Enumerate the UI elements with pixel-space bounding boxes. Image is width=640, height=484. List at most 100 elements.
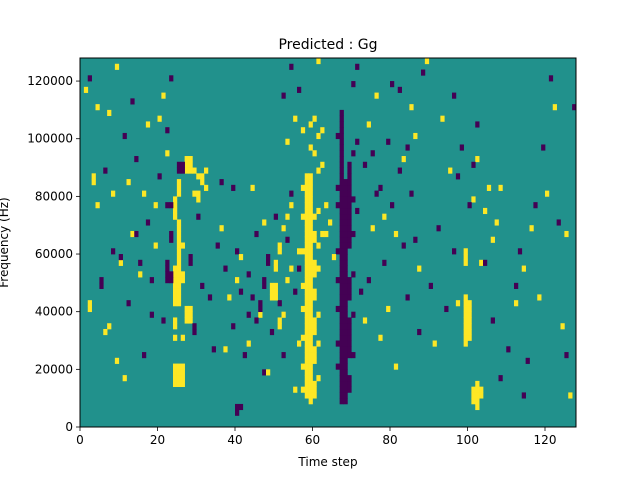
heatmap-cell [297,86,302,93]
heatmap-cell [169,202,174,209]
heatmap-cell [506,346,511,353]
heatmap-cell [320,230,325,238]
heatmap-cell [355,63,360,70]
heatmap-cell [564,230,569,238]
heatmap-cell [347,282,352,289]
heatmap-cell [343,357,348,364]
heatmap-cell [401,242,406,249]
heatmap-cell [184,305,189,313]
heatmap-cell [262,277,267,284]
heatmap-cell [335,363,340,370]
heatmap-cell [235,248,240,255]
heatmap-cell [324,230,329,238]
heatmap-cell [343,386,348,393]
heatmap-cell [308,179,313,186]
heatmap-cell [339,230,344,238]
heatmap-cell [521,392,526,399]
heatmap-cell [475,156,480,163]
heatmap-cell [393,363,399,370]
heatmap-cell [281,311,286,318]
heatmap-cell [304,207,309,215]
heatmap-cell [312,265,317,272]
heatmap-cell [304,323,309,330]
heatmap-cell [308,196,313,203]
heatmap-cell [87,305,92,313]
heatmap-cell [176,161,182,168]
heatmap-cell [339,196,344,203]
heatmap-cell [428,282,433,289]
heatmap-cell [285,213,290,220]
heatmap-cell [347,334,352,341]
heatmap-cell [339,127,344,134]
heatmap-cell [266,259,271,266]
heatmap-cell [339,161,344,168]
heatmap-cell [300,363,306,370]
heatmap-cell [207,294,213,301]
heatmap-cell [165,202,170,209]
heatmap-cell [347,375,352,382]
heatmap-cell [343,248,348,255]
heatmap-cell [316,58,321,65]
heatmap-cell [308,386,313,393]
heatmap-cell [173,213,178,220]
heatmap-cell [238,288,244,295]
heatmap-cell [308,375,313,382]
heatmap-cell [176,236,182,243]
heatmap-cell [347,202,352,209]
x-axis-ticks: 0 20 40 60 80 100 120 [76,427,556,447]
heatmap-cell [273,213,278,220]
heatmap-cell [188,167,193,174]
heatmap-cell [343,254,348,261]
y-axis-label: Frequency (Hz) [0,197,11,288]
heatmap-cell [304,317,309,324]
heatmap-cell [297,340,302,347]
heatmap-cell [417,265,422,272]
heatmap-cell [173,363,178,370]
heatmap-cell [176,277,182,284]
heatmap-cell [130,98,135,105]
heatmap-cell [475,398,480,405]
heatmap-cell [444,305,449,313]
heatmap-cell [176,225,182,232]
heatmap-cell [541,144,546,151]
heatmap-cell [308,121,313,128]
heatmap-cell [308,340,313,347]
x-tick-label: 80 [382,433,397,447]
heatmap-cell [312,346,317,353]
heatmap-cell [173,277,178,284]
heatmap-cell [347,340,352,347]
heatmap-cell [347,225,352,232]
heatmap-cell [362,317,368,324]
heatmap-cell [238,403,244,411]
heatmap-cell [304,392,309,399]
heatmap-cell [173,380,178,387]
heatmap-cell [304,190,309,197]
heatmap-cell [204,167,209,174]
heatmap-cell [273,265,278,272]
heatmap-cell [525,357,530,364]
heatmap-cell [390,202,395,209]
heatmap-cell [351,150,356,157]
heatmap-cell [176,282,182,289]
heatmap-cell [304,334,309,341]
heatmap-cell [351,352,356,359]
heatmap-cell [343,190,348,197]
heatmap-cell [339,300,344,307]
heatmap-cell [463,334,468,341]
heatmap-cell [184,167,189,174]
heatmap-cell [405,144,410,151]
heatmap-cell [339,305,344,313]
heatmap-cell [176,254,182,261]
heatmap-cell [316,265,321,272]
heatmap-cell [173,265,178,272]
y-tick-label: 80000 [35,189,73,203]
heatmap-cell [343,242,348,249]
heatmap-cell [176,294,182,301]
heatmap-cell [347,173,352,180]
heatmap-cell [548,75,554,82]
chart-title: Predicted : Gg [278,37,377,53]
heatmap-cell [347,288,352,295]
heatmap-cell [339,328,344,336]
heatmap-cell [355,207,360,215]
